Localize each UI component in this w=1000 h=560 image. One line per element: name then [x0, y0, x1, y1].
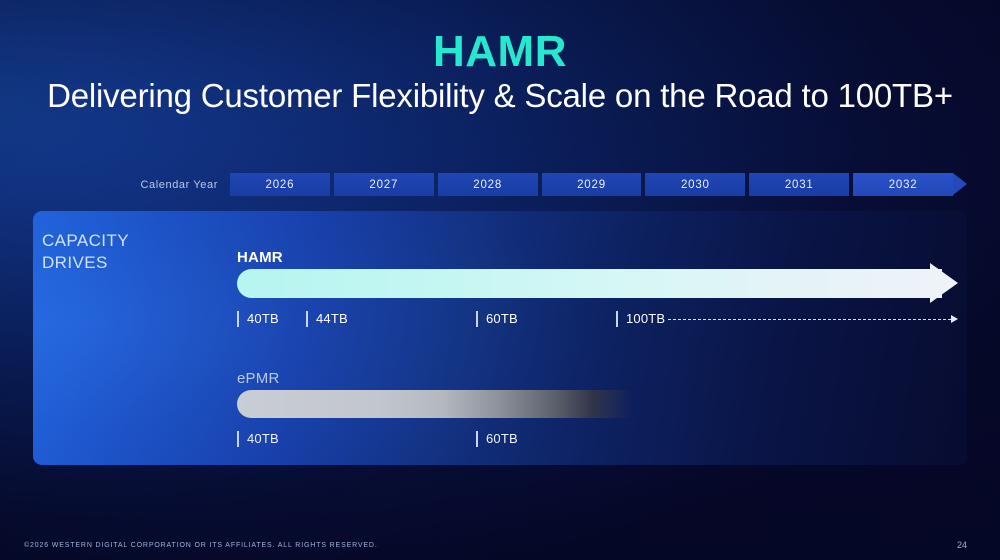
capacity-drives-panel	[33, 211, 967, 465]
capacity-label-line1: CAPACITY	[42, 231, 129, 250]
epmr-tick-40tb: 40TB	[237, 431, 279, 447]
year-cells: 2026 2027 2028 2029 2030 2031 2032	[230, 173, 967, 196]
year-cell-2027[interactable]: 2027	[333, 173, 434, 196]
calendar-year-row: Calendar Year 2026 2027 2028 2029 2030 2…	[33, 173, 967, 196]
copyright-footer: ©2026 WESTERN DIGITAL CORPORATION OR ITS…	[24, 542, 378, 549]
hamr-tick-100tb: 100TB	[616, 311, 665, 327]
year-cell-2029[interactable]: 2029	[541, 173, 642, 196]
epmr-capacity-bar	[237, 390, 632, 418]
year-cell-2032[interactable]: 2032	[853, 173, 967, 196]
hamr-roadmap-arrow-icon	[951, 315, 958, 323]
page-subtitle: Delivering Customer Flexibility & Scale …	[47, 77, 953, 114]
capacity-label-line2: DRIVES	[42, 253, 108, 273]
hamr-roadmap-dashed-line	[668, 319, 951, 321]
capacity-drives-label: CAPACITY DRIVES	[42, 230, 129, 275]
epmr-row-label: ePMR	[237, 370, 280, 387]
year-cell-2031[interactable]: 2031	[749, 173, 850, 196]
panel-glow	[33, 211, 967, 465]
page-number: 24	[956, 540, 967, 550]
page-title: HAMR	[433, 27, 567, 76]
hamr-tick-44tb: 44TB	[306, 311, 348, 327]
year-cell-2028[interactable]: 2028	[437, 173, 538, 196]
hamr-row-label: HAMR	[237, 249, 283, 266]
year-cell-2026[interactable]: 2026	[230, 173, 330, 196]
calendar-year-label: Calendar Year	[140, 178, 218, 191]
year-cell-2030[interactable]: 2030	[645, 173, 746, 196]
hamr-bar-arrowhead-icon	[930, 263, 958, 303]
epmr-tick-60tb: 60TB	[476, 431, 518, 447]
hamr-tick-40tb: 40TB	[237, 311, 279, 327]
hamr-capacity-bar	[237, 269, 942, 298]
hamr-tick-60tb: 60TB	[476, 311, 518, 327]
